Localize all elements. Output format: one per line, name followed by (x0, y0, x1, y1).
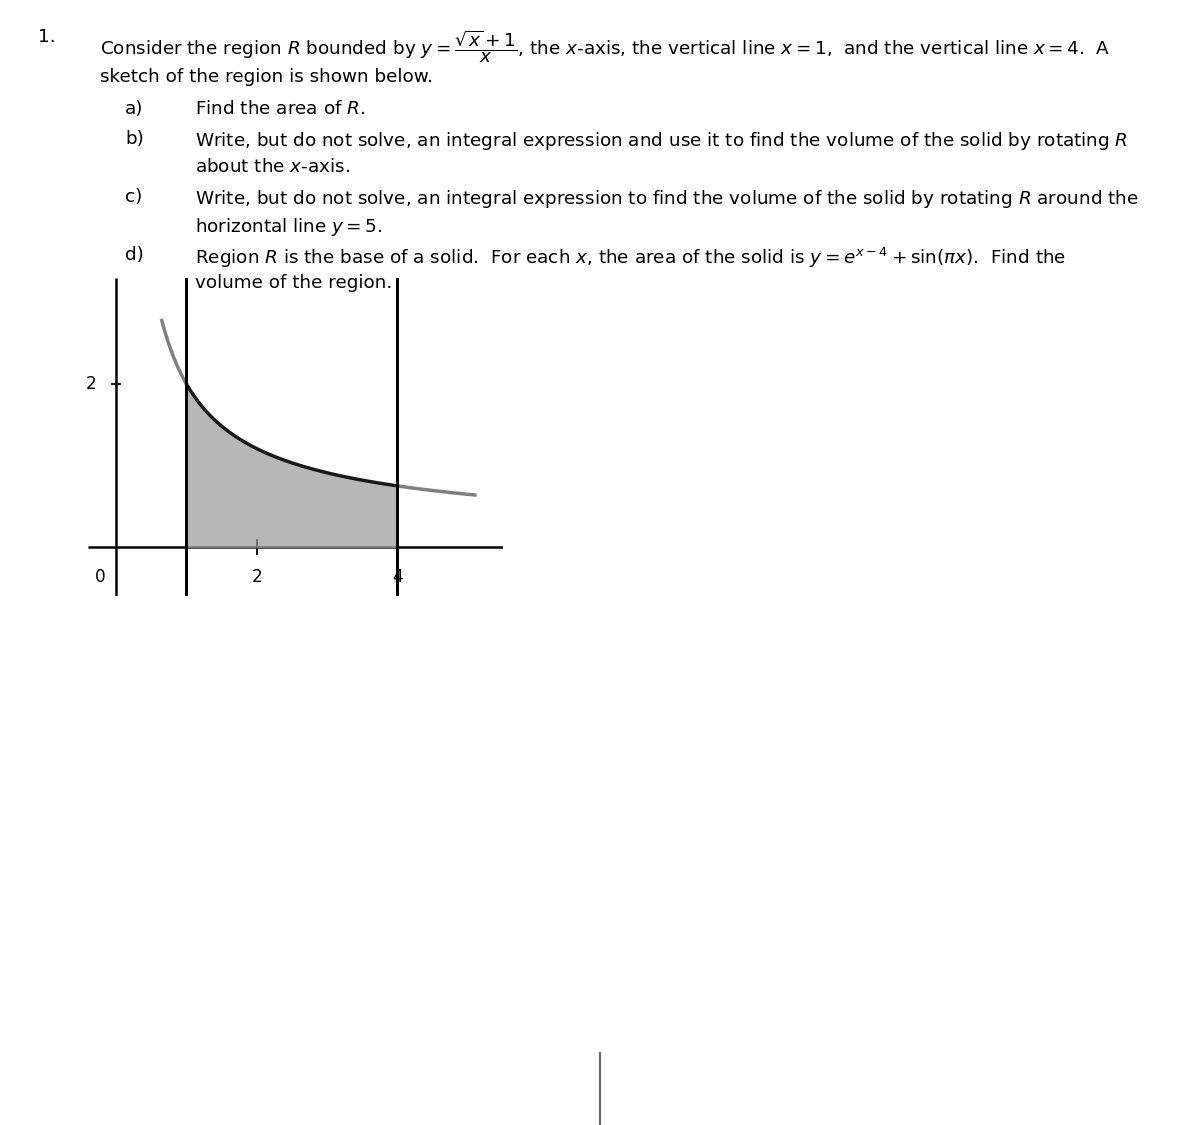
Text: 0: 0 (95, 568, 106, 586)
Text: 1: 1 (470, 1079, 484, 1098)
Text: /: / (498, 1079, 505, 1098)
Text: horizontal line $y = 5$.: horizontal line $y = 5$. (194, 216, 383, 238)
Text: 2: 2 (85, 375, 96, 393)
Text: Write, but do not solve, an integral expression and use it to find the volume of: Write, but do not solve, an integral exp… (194, 130, 1128, 152)
Text: about the $x$-axis.: about the $x$-axis. (194, 158, 350, 176)
Text: Find the area of $R$.: Find the area of $R$. (194, 100, 365, 118)
Text: —: — (630, 1079, 650, 1098)
Text: 2: 2 (252, 568, 262, 586)
Text: 1.: 1. (38, 28, 55, 46)
Text: Region $R$ is the base of a solid.  For each $x$, the area of the solid is $y = : Region $R$ is the base of a solid. For e… (194, 246, 1066, 270)
Text: +: + (805, 1074, 830, 1102)
Text: a): a) (125, 100, 144, 118)
Text: +: + (724, 1081, 737, 1096)
Text: b): b) (125, 130, 144, 148)
Text: 3: 3 (520, 1079, 533, 1098)
Text: 4: 4 (392, 568, 403, 586)
Text: c): c) (125, 188, 143, 206)
Text: volume of the region.: volume of the region. (194, 274, 392, 292)
Text: d): d) (125, 246, 144, 264)
Text: Write, but do not solve, an integral expression to find the volume of the solid : Write, but do not solve, an integral exp… (194, 188, 1139, 210)
Text: Consider the region $R$ bounded by $y = \dfrac{\sqrt{x}+1}{x}$, the $x$-axis, th: Consider the region $R$ bounded by $y = … (100, 28, 1110, 65)
Text: Page: Page (380, 1079, 431, 1098)
Text: sketch of the region is shown below.: sketch of the region is shown below. (100, 68, 433, 86)
